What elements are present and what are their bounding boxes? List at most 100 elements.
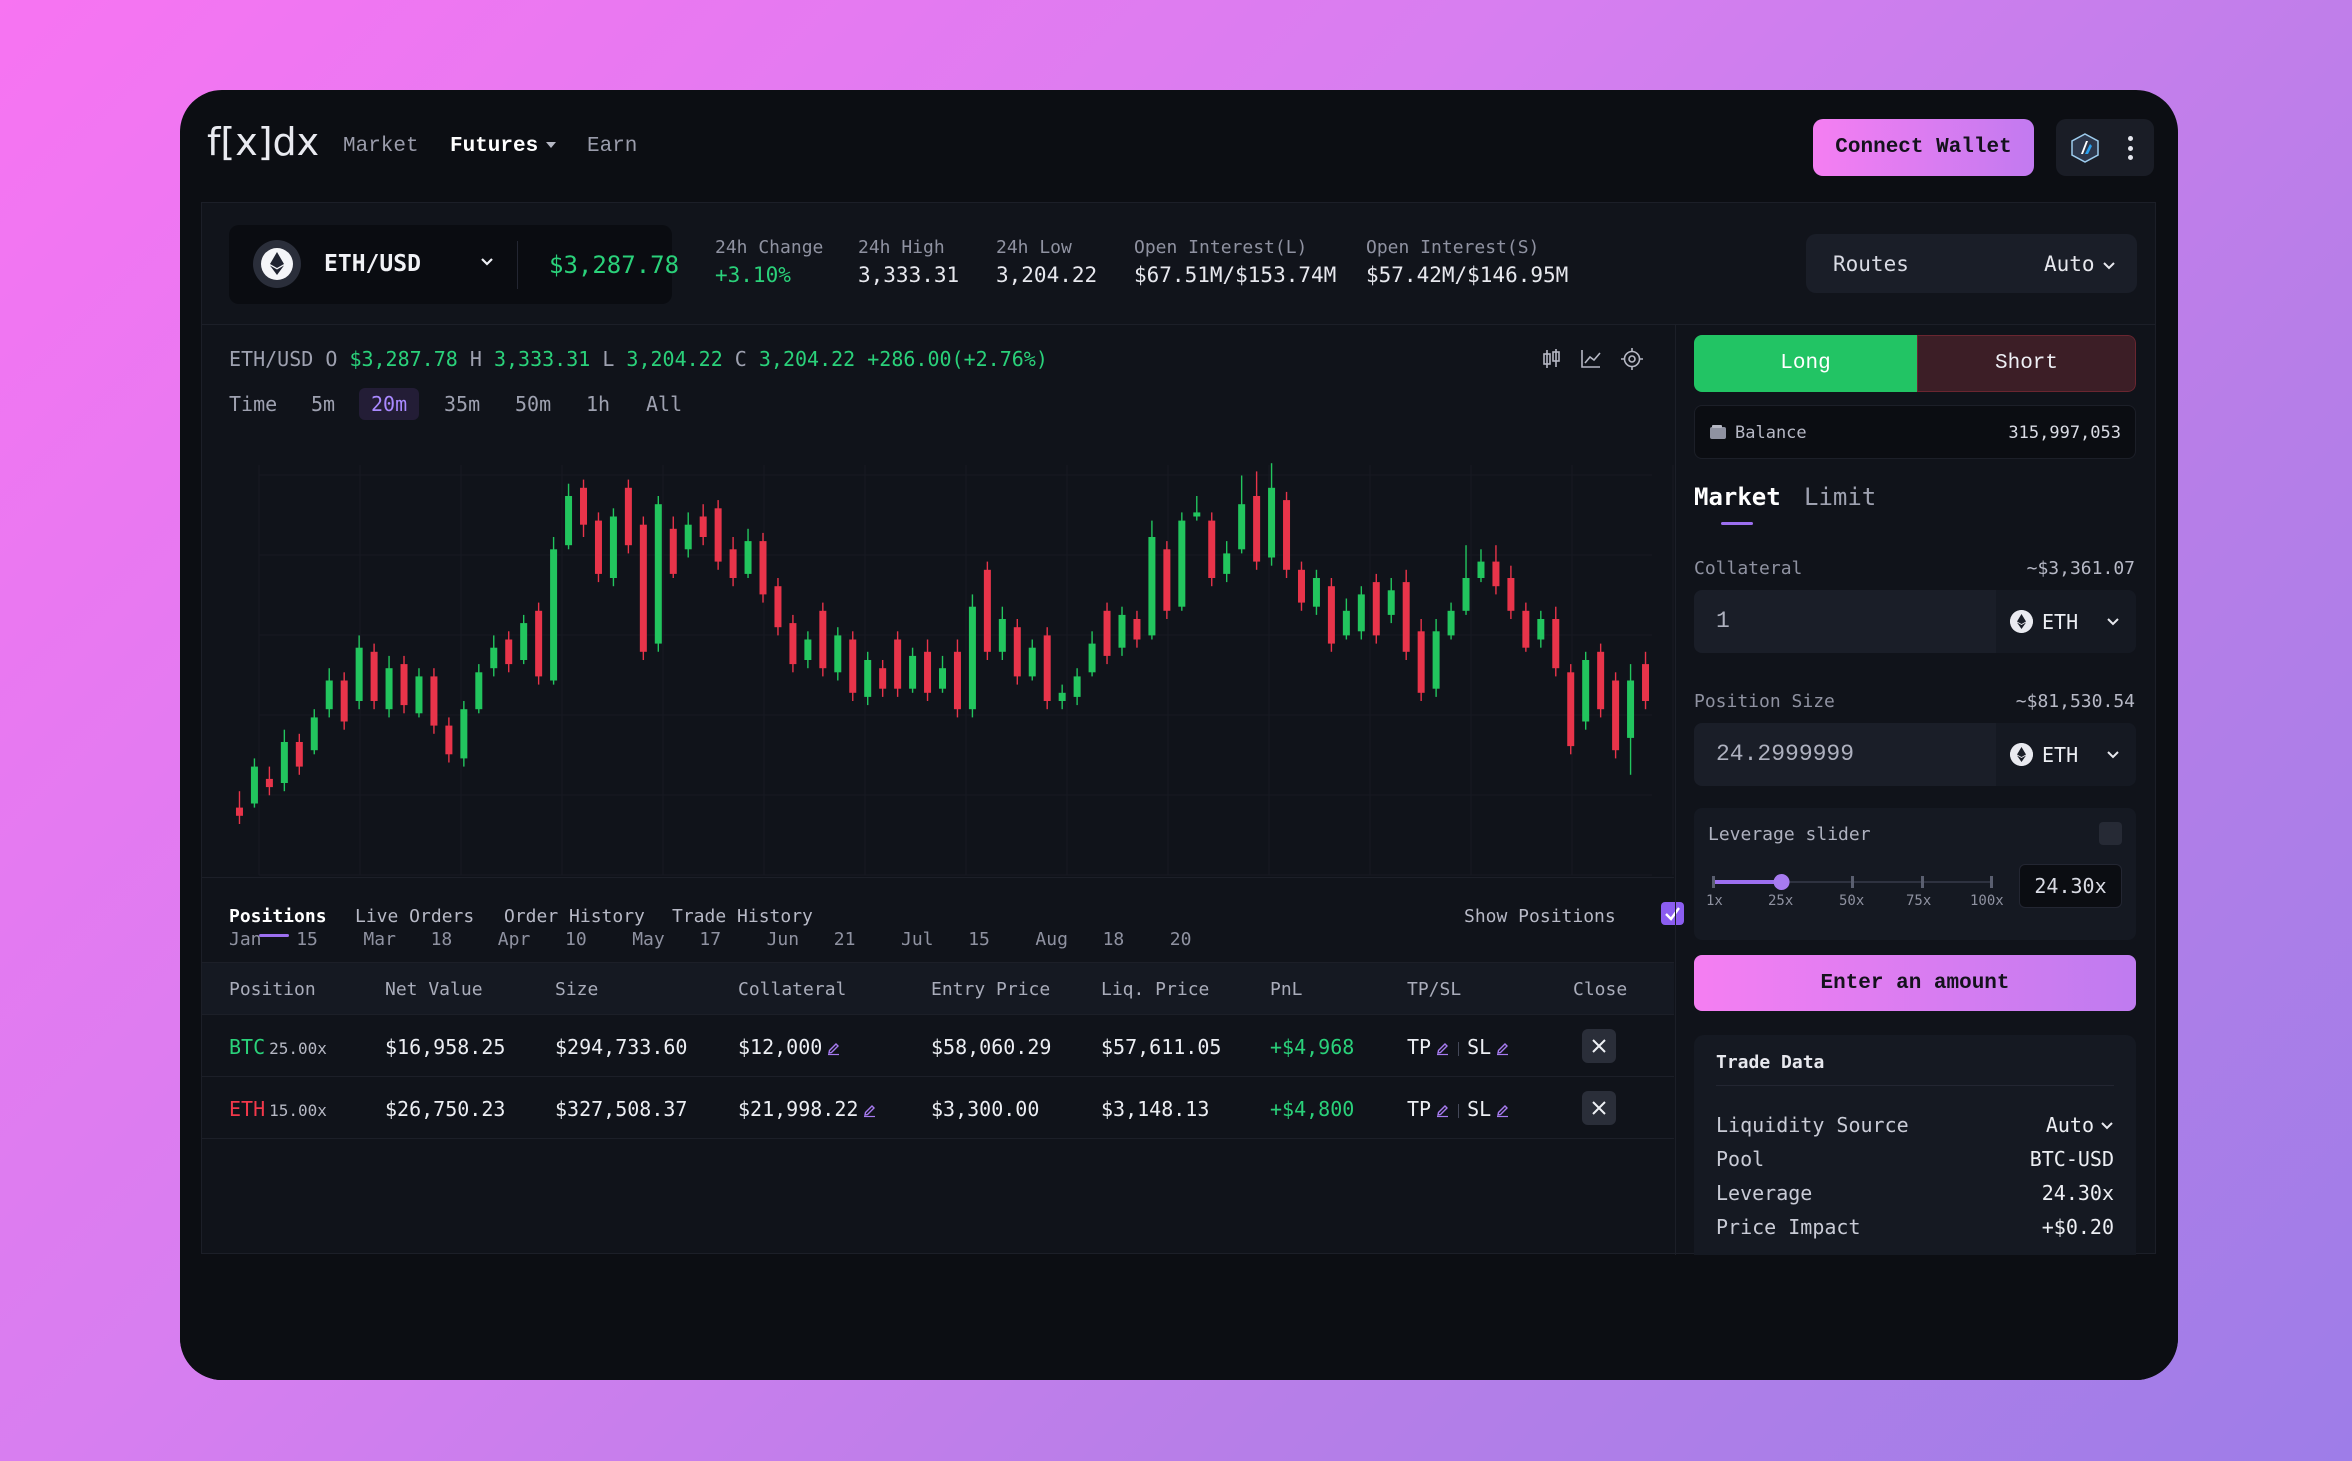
routes-selector[interactable]: Routes Auto <box>1806 234 2137 293</box>
app-logo[interactable]: f[x]dx <box>207 120 320 164</box>
candle[interactable] <box>475 672 483 710</box>
candle[interactable] <box>1357 594 1365 632</box>
candle[interactable] <box>1537 619 1545 640</box>
candle[interactable] <box>983 569 991 652</box>
candle[interactable] <box>1567 672 1575 747</box>
candle[interactable] <box>1477 561 1485 578</box>
position-size-input[interactable] <box>1716 741 1966 767</box>
line-chart-icon[interactable] <box>1581 350 1601 368</box>
candlestick-chart[interactable] <box>202 435 1674 915</box>
edit-icon[interactable] <box>1495 1103 1510 1118</box>
candle[interactable] <box>550 549 558 681</box>
candle[interactable] <box>1043 635 1051 701</box>
candle[interactable] <box>1642 664 1650 701</box>
table-row[interactable]: BTC 25.00x $16,958.25 $294,733.60 $12,000… <box>202 1015 1674 1077</box>
candle[interactable] <box>1372 582 1380 636</box>
tab-market[interactable]: Market <box>1694 483 1781 511</box>
leverage-toggle-checkbox[interactable] <box>2099 822 2122 845</box>
candle[interactable] <box>849 639 857 693</box>
candle[interactable] <box>505 639 513 665</box>
edit-icon[interactable] <box>1435 1041 1450 1056</box>
candle[interactable] <box>729 549 737 578</box>
candle[interactable] <box>1387 590 1395 615</box>
candle[interactable] <box>310 717 318 751</box>
candle[interactable] <box>789 623 797 665</box>
candle[interactable] <box>1268 487 1276 558</box>
show-positions-checkbox[interactable] <box>1661 902 1684 925</box>
candle[interactable] <box>1238 504 1246 550</box>
edit-icon[interactable] <box>1495 1041 1510 1056</box>
candle[interactable] <box>804 639 812 661</box>
candle[interactable] <box>385 668 393 710</box>
candle[interactable] <box>714 508 722 562</box>
candle[interactable] <box>1342 610 1350 636</box>
candle[interactable] <box>1058 692 1066 701</box>
candle[interactable] <box>1552 619 1560 669</box>
candle[interactable] <box>744 541 752 574</box>
candle[interactable] <box>520 623 528 660</box>
candle[interactable] <box>1223 553 1231 574</box>
candle[interactable] <box>759 541 767 595</box>
candle[interactable] <box>460 709 468 759</box>
candle[interactable] <box>1312 578 1320 607</box>
candle[interactable] <box>1582 660 1590 722</box>
connect-wallet-button[interactable]: Connect Wallet <box>1813 119 2034 176</box>
candle[interactable] <box>684 524 692 550</box>
candle[interactable] <box>295 742 303 767</box>
candle[interactable] <box>1327 586 1335 644</box>
candle[interactable] <box>1013 627 1021 677</box>
tab-order-history[interactable]: Order History <box>504 906 645 927</box>
pair-selector[interactable]: ETH/USD $3,287.78 <box>229 225 679 304</box>
candle[interactable] <box>1208 520 1216 578</box>
candle[interactable] <box>535 610 543 677</box>
timeframe-1h[interactable]: 1h <box>586 392 611 416</box>
trade-data-row[interactable]: Liquidity Source Auto <box>1716 1113 2114 1143</box>
candle[interactable] <box>774 586 782 628</box>
candle[interactable] <box>834 635 842 673</box>
timeframe-50m[interactable]: 50m <box>515 392 552 416</box>
candle[interactable] <box>1028 647 1036 677</box>
candle[interactable] <box>1492 561 1500 587</box>
edit-icon[interactable] <box>826 1041 841 1056</box>
candle[interactable] <box>1612 680 1620 751</box>
candle[interactable] <box>355 647 363 701</box>
candle[interactable] <box>953 651 961 710</box>
candle[interactable] <box>909 655 917 689</box>
candle[interactable] <box>1103 610 1111 656</box>
candle[interactable] <box>325 680 333 710</box>
tab-positions[interactable]: Positions <box>229 906 327 927</box>
collateral-input[interactable] <box>1716 608 1966 634</box>
candle[interactable] <box>445 725 453 755</box>
timeframe-20m[interactable]: 20m <box>359 388 420 420</box>
candle[interactable] <box>400 664 408 706</box>
leverage-slider[interactable] <box>1708 868 1998 908</box>
candle[interactable] <box>669 528 677 574</box>
candle[interactable] <box>624 487 632 546</box>
nav-market[interactable]: Market <box>343 135 419 158</box>
candle[interactable] <box>699 516 707 538</box>
candle[interactable] <box>1417 631 1425 693</box>
close-position-button[interactable] <box>1582 1091 1616 1125</box>
candle[interactable] <box>1447 610 1455 636</box>
candle[interactable] <box>1148 537 1156 636</box>
candle[interactable] <box>998 619 1006 652</box>
candle[interactable] <box>565 496 573 546</box>
candle[interactable] <box>609 516 617 579</box>
candle[interactable] <box>654 504 662 644</box>
candle[interactable] <box>639 524 647 652</box>
candle[interactable] <box>1118 614 1126 648</box>
candle[interactable] <box>415 676 423 714</box>
candle[interactable] <box>894 639 902 689</box>
nav-futures[interactable]: Futures <box>450 135 557 158</box>
candle[interactable] <box>939 668 946 689</box>
candle[interactable] <box>879 668 887 689</box>
candle[interactable] <box>594 520 602 574</box>
timeframe-5m[interactable]: 5m <box>311 392 336 416</box>
candle[interactable] <box>235 807 243 816</box>
candle[interactable] <box>924 651 932 693</box>
candle[interactable] <box>1163 549 1171 611</box>
candle[interactable] <box>1193 512 1201 517</box>
candle[interactable] <box>819 610 827 669</box>
position-token-select[interactable]: ETH <box>1996 723 2136 786</box>
candle[interactable] <box>1462 578 1470 611</box>
